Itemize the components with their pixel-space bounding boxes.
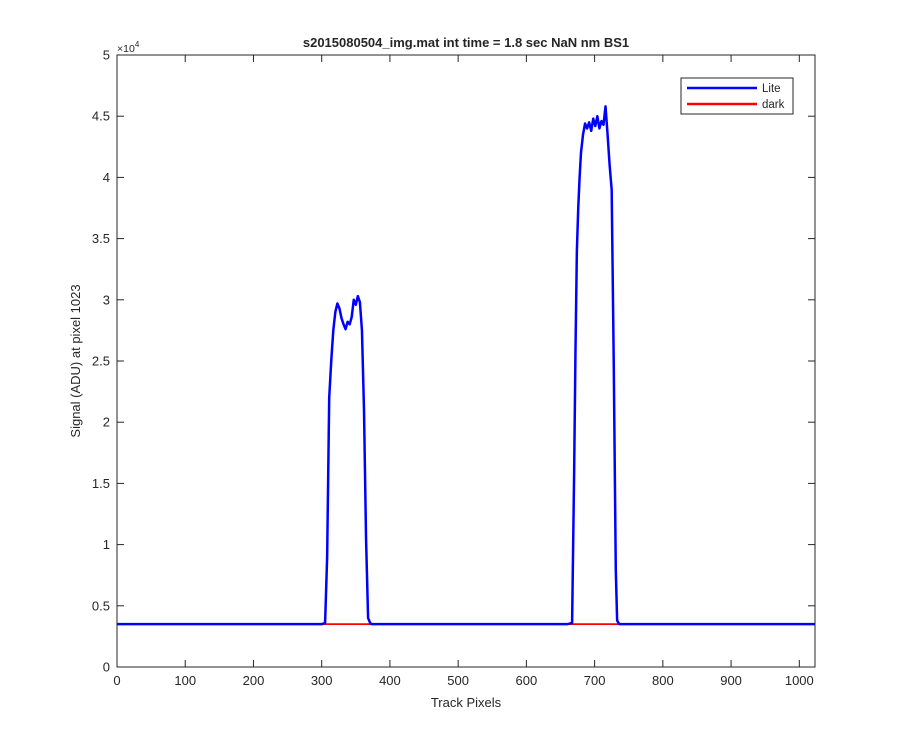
x-tick-label: 500 [447,673,469,688]
legend-label-dark: dark [762,99,785,111]
y-axis-exponent: ×104 [117,40,140,55]
x-axis-ticks: 0 100 200 300 400 500 600 700 800 900 1000 [113,55,814,688]
y-tick-label: 5 [103,48,110,63]
chart-title: s2015080504_img.mat int time = 1.8 sec N… [303,35,629,50]
legend-box [680,77,794,115]
x-tick-label: 700 [584,673,606,688]
y-tick-label: 3.5 [92,231,110,246]
y-exponent-power: 4 [135,40,140,49]
y-tick-label: 3 [103,292,110,307]
legend: Lite dark [680,77,794,115]
y-tick-label: 4 [103,170,110,185]
lite-series-layer [117,105,815,626]
y-tick-label: 0 [103,660,110,675]
x-tick-label: 100 [174,673,196,688]
x-axis-label: Track Pixels [431,695,502,710]
y-tick-label: 1.5 [92,476,110,491]
y-tick-label: 1 [103,537,110,552]
x-tick-label: 800 [652,673,674,688]
y-axis-ticks: 0 0.5 1 1.5 2 2.5 3 3.5 4 4.5 5 [92,48,815,675]
x-tick-label: 400 [379,673,401,688]
x-tick-label: 200 [243,673,265,688]
y-tick-label: 2.5 [92,354,110,369]
x-tick-label: 0 [113,673,120,688]
series-line-lite [117,105,815,626]
y-axis-label: Signal (ADU) at pixel 1023 [68,284,83,437]
x-tick-label: 300 [311,673,333,688]
y-tick-label: 4.5 [92,109,110,124]
x-tick-label: 900 [720,673,742,688]
y-exponent-base: ×10 [117,43,135,55]
legend-label-lite: Lite [762,83,781,95]
y-tick-label: 0.5 [92,598,110,613]
x-tick-label: 1000 [785,673,814,688]
x-tick-label: 600 [516,673,538,688]
plot-area [117,55,815,667]
y-tick-label: 2 [103,415,110,430]
